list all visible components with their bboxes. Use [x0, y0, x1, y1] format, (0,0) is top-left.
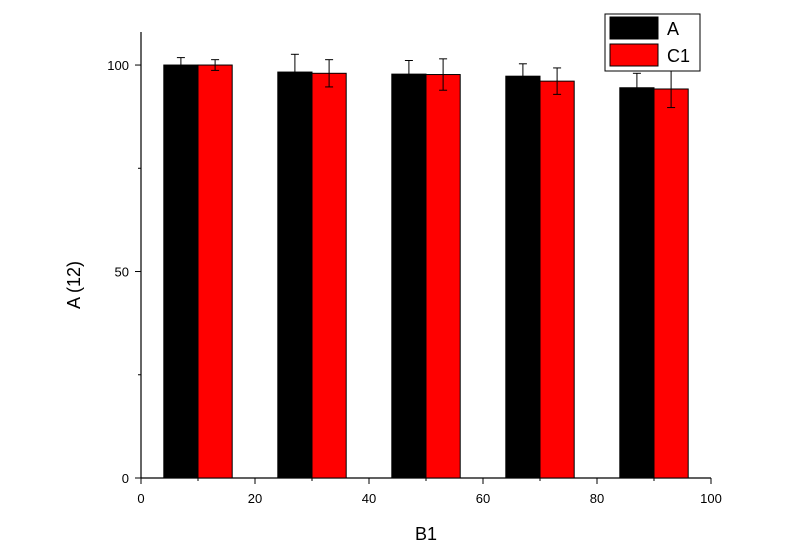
bar-c1 — [653, 88, 689, 479]
legend: A C1 — [604, 13, 701, 72]
x-tick-label: 80 — [590, 491, 604, 506]
bar-c1 — [425, 74, 461, 479]
legend-swatch — [609, 16, 659, 40]
bar-a — [619, 87, 655, 479]
bar-c1 — [311, 72, 347, 479]
error-bars — [176, 53, 676, 109]
bar-c1 — [197, 64, 233, 479]
ticks: 0 20 40 60 80 100 0 50 100 — [107, 58, 722, 506]
bar-a — [391, 73, 427, 479]
y-tick-label: 50 — [115, 265, 129, 280]
legend-label: A — [667, 19, 679, 39]
bar-a — [163, 64, 199, 479]
legend-swatch — [609, 43, 659, 67]
x-tick-label: 40 — [362, 491, 376, 506]
y-axis-title: A (12) — [64, 261, 84, 309]
y-tick-label: 0 — [122, 471, 129, 486]
x-axis-title: B1 — [415, 524, 437, 544]
y-tick-label: 100 — [107, 58, 129, 73]
x-tick-label: 0 — [137, 491, 144, 506]
bars — [163, 64, 689, 479]
bar-c1 — [539, 80, 575, 479]
legend-label: C1 — [667, 46, 690, 66]
x-tick-label: 60 — [476, 491, 490, 506]
x-tick-label: 100 — [700, 491, 722, 506]
bar-a — [277, 71, 313, 479]
x-tick-label: 20 — [248, 491, 262, 506]
bar-a — [505, 75, 541, 479]
